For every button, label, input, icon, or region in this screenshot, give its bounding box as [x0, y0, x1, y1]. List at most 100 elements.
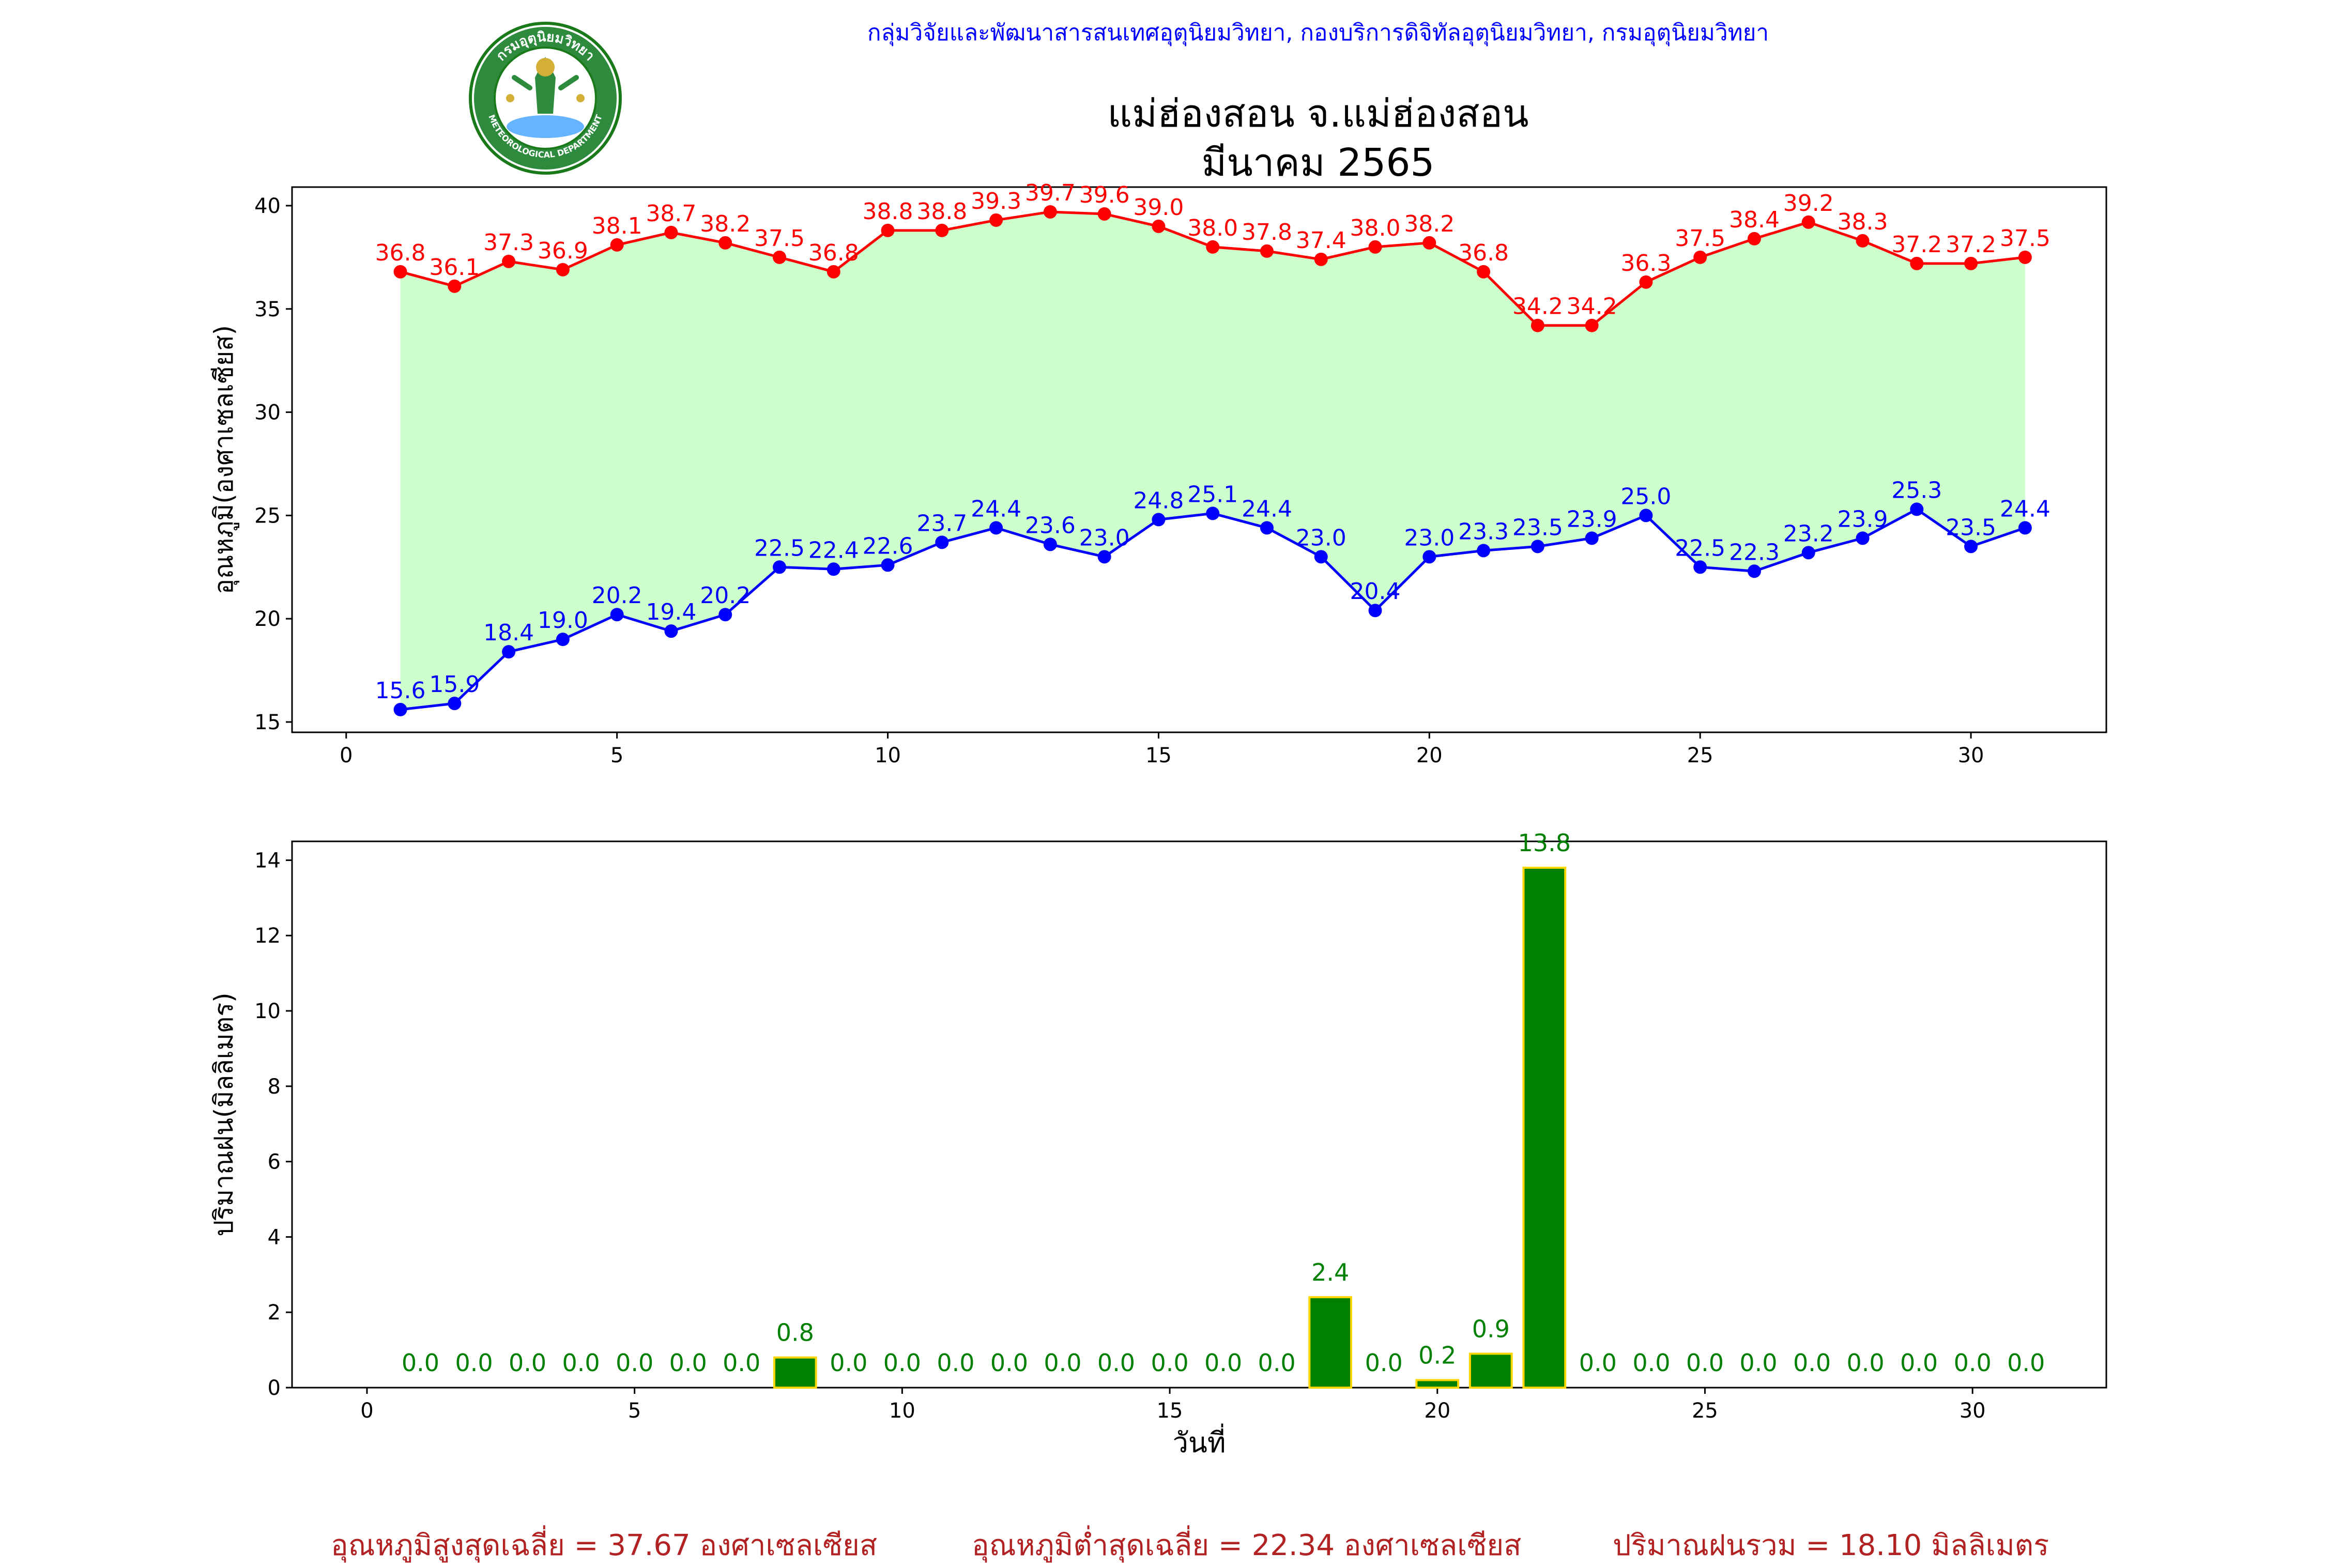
- temperature-y-tick-label: 30: [254, 401, 281, 425]
- rainfall-label: 0.0: [990, 1349, 1028, 1377]
- rainfall-x-tick-label: 30: [1960, 1399, 1986, 1423]
- min-temperature-label: 24.8: [1133, 487, 1184, 514]
- max-temperature-point: [502, 254, 516, 268]
- min-temperature-point: [1747, 564, 1761, 578]
- average-max-temperature: อุณหภูมิสูงสุดเฉลี่ย = 37.67 องศาเซลเซีย…: [331, 1529, 878, 1562]
- min-temperature-point: [1206, 506, 1220, 520]
- meteorological-department-logo: กรมอุตุนิยมวิทยา METEOROLOGICAL DEPARTME…: [469, 22, 622, 175]
- min-temperature-label: 24.4: [971, 496, 1021, 522]
- max-temperature-label: 34.2: [1512, 294, 1563, 320]
- min-temperature-label: 18.4: [483, 620, 534, 646]
- min-temperature-point: [502, 645, 516, 659]
- rainfall-label: 0.0: [616, 1349, 653, 1377]
- rainfall-x-tick-label: 20: [1424, 1399, 1450, 1423]
- rainfall-label: 0.8: [776, 1319, 814, 1347]
- month-title: มีนาคม 2565: [1201, 141, 1435, 185]
- rainfall-label: 0.0: [1686, 1349, 1724, 1377]
- max-temperature-label: 37.5: [1675, 225, 1725, 252]
- max-temperature-label: 36.8: [375, 240, 426, 266]
- rainfall-x-tick-label: 10: [889, 1399, 915, 1423]
- max-temperature-label: 38.2: [700, 211, 751, 237]
- max-temperature-point: [1964, 256, 1978, 270]
- temperature-y-tick-label: 35: [254, 298, 281, 321]
- min-temperature-label: 19.4: [646, 599, 696, 625]
- min-temperature-point: [1693, 560, 1707, 574]
- rainfall-x-tick-label: 25: [1692, 1399, 1718, 1423]
- max-temperature-label: 38.7: [646, 201, 696, 227]
- rainfall-label: 0.0: [509, 1349, 546, 1377]
- min-temperature-point: [1368, 604, 1382, 618]
- max-temperature-point: [556, 263, 570, 276]
- department-line: กลุ่มวิจัยและพัฒนาสารสนเทศอุตุนิยมวิทยา,…: [867, 20, 1769, 46]
- max-temperature-point: [1152, 219, 1166, 233]
- max-temperature-point: [610, 238, 624, 252]
- max-temperature-label: 38.8: [863, 198, 913, 225]
- rainfall-label: 0.0: [1579, 1349, 1617, 1377]
- min-temperature-label: 25.3: [1891, 477, 1942, 503]
- rainfall-label: 0.0: [1793, 1349, 1831, 1377]
- rainfall-y-tick-label: 8: [268, 1075, 281, 1099]
- rainfall-label: 0.0: [669, 1349, 707, 1377]
- rainfall-x-tick-label: 0: [360, 1399, 373, 1423]
- temperature-range-band: [400, 211, 2025, 710]
- temperature-x-tick-label: 0: [340, 744, 353, 767]
- max-temperature-point: [989, 213, 1003, 227]
- max-temperature-label: 37.5: [2000, 225, 2050, 252]
- min-temperature-point: [1585, 531, 1599, 545]
- max-temperature-label: 39.6: [1079, 182, 1130, 208]
- max-temperature-label: 38.1: [592, 213, 642, 239]
- max-temperature-point: [1531, 318, 1544, 332]
- min-temperature-point: [989, 521, 1003, 535]
- temperature-x-tick-label: 30: [1958, 744, 1984, 767]
- rainfall-x-tick-label: 5: [628, 1399, 641, 1423]
- min-temperature-point: [827, 562, 840, 576]
- max-temperature-point: [935, 223, 949, 237]
- max-temperature-label: 37.3: [483, 229, 534, 256]
- max-temperature-point: [718, 236, 732, 250]
- max-temperature-label: 37.2: [1891, 232, 1942, 258]
- rainfall-label: 0.0: [2007, 1349, 2045, 1377]
- min-temperature-label: 15.9: [429, 671, 480, 698]
- rainfall-label: 0.0: [1846, 1349, 1884, 1377]
- min-temperature-point: [1260, 521, 1274, 535]
- max-temperature-label: 36.8: [1458, 240, 1509, 266]
- min-temperature-point: [1801, 546, 1815, 560]
- rainfall-label: 0.0: [1204, 1349, 1242, 1377]
- min-temperature-point: [772, 560, 786, 574]
- max-temperature-label: 38.2: [1404, 211, 1455, 237]
- temperature-y-tick-label: 25: [254, 504, 281, 528]
- max-temperature-label: 39.7: [1025, 180, 1076, 206]
- min-temperature-label: 23.0: [1296, 525, 1346, 551]
- min-temperature-point: [1910, 502, 1924, 516]
- rainfall-label: 2.4: [1311, 1258, 1349, 1286]
- rainfall-y-tick-label: 6: [268, 1150, 281, 1174]
- max-temperature-point: [1639, 275, 1653, 289]
- min-temperature-label: 23.7: [916, 510, 967, 536]
- rainfall-label: 0.0: [937, 1349, 974, 1377]
- min-temperature-label: 15.6: [375, 678, 426, 704]
- rainfall-label: 0.0: [1900, 1349, 1938, 1377]
- min-temperature-label: 22.5: [1675, 535, 1725, 561]
- rainfall-bar: [773, 1356, 817, 1389]
- rainfall-label: 0.0: [562, 1349, 600, 1377]
- rainfall-x-tick-label: 15: [1157, 1399, 1183, 1423]
- min-temperature-label: 24.4: [1242, 496, 1292, 522]
- max-temperature-point: [1260, 244, 1274, 258]
- max-temperature-label: 36.9: [538, 238, 588, 264]
- min-temperature-point: [1043, 537, 1057, 551]
- max-temperature-label: 39.3: [971, 188, 1021, 214]
- min-temperature-point: [1097, 550, 1111, 564]
- max-temperature-label: 38.4: [1729, 207, 1780, 233]
- max-temperature-point: [2018, 250, 2032, 264]
- min-temperature-label: 23.0: [1079, 525, 1130, 551]
- rainfall-label: 0.0: [1044, 1349, 1081, 1377]
- max-temperature-label: 38.8: [916, 198, 967, 225]
- max-temperature-point: [1856, 234, 1870, 248]
- max-temperature-label: 36.8: [808, 240, 859, 266]
- min-temperature-point: [1422, 550, 1436, 564]
- max-temperature-point: [772, 250, 786, 264]
- rainfall-y-tick-label: 12: [254, 924, 281, 948]
- max-temperature-label: 37.5: [754, 225, 805, 252]
- max-temperature-point: [664, 225, 678, 239]
- min-temperature-label: 25.0: [1620, 483, 1671, 510]
